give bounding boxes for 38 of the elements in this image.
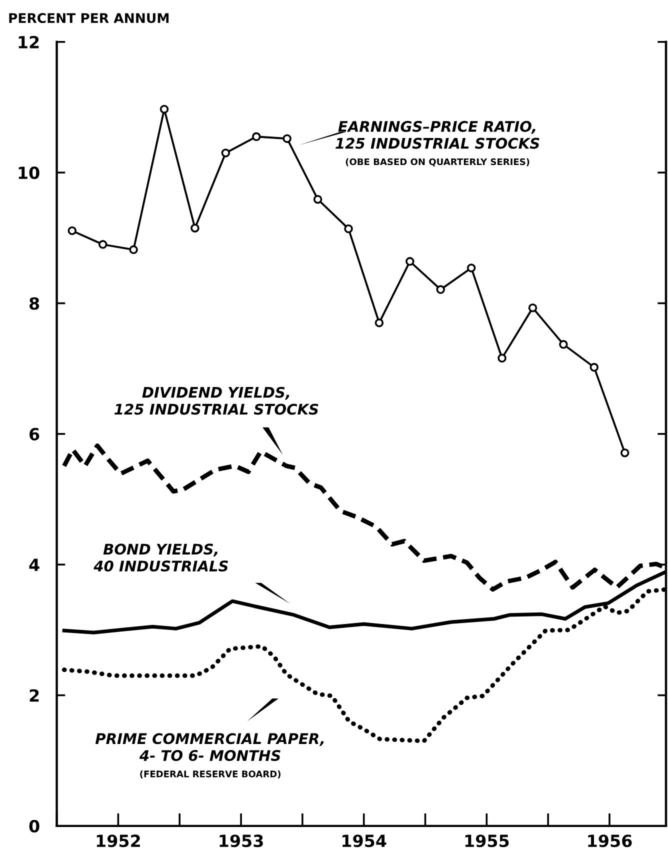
point [528, 303, 538, 312]
point [252, 132, 261, 142]
y-tick-label: 4 [29, 558, 40, 571]
y-tick-label: 10 [18, 166, 40, 180]
annotation: (OBE BASED ON QUARTERLY SERIES) [346, 158, 530, 166]
point [620, 448, 630, 458]
point [559, 340, 568, 349]
legend-label: PRIME COMMERCIAL PAPER, 4- TO 6- MONTHS [95, 733, 324, 762]
point [221, 148, 230, 158]
point [68, 226, 77, 236]
point [498, 354, 506, 362]
y-tick-label: 2 [30, 689, 39, 702]
point [98, 240, 108, 249]
point [466, 264, 476, 272]
point [160, 104, 169, 114]
y-tick-label: 6 [30, 428, 40, 440]
point [313, 194, 322, 204]
point [436, 285, 445, 294]
point [374, 318, 384, 328]
point [190, 224, 200, 232]
point [344, 224, 353, 234]
y-tick-label: 12 [18, 36, 39, 48]
point [590, 362, 599, 372]
point [282, 134, 292, 143]
y-tick-label: 0 [29, 820, 40, 832]
y-axis-title: PERCENT PER ANNUM [9, 13, 169, 24]
x-tick-label: 1955 [465, 834, 509, 848]
text: BOND YIELDS, 40 INDUSTRIALS [94, 544, 228, 572]
x-tick-label: 1952 [96, 834, 140, 848]
x-tick-label: 1954 [342, 834, 386, 848]
text: DIVIDEND YIELDS, 125 INDUSTRIAL STOCKS [114, 386, 318, 415]
annotation: (FEDERAL RESERVE BOARD) [140, 770, 280, 778]
y-tick-label: 8 [30, 297, 40, 310]
x-tick-label: 1956 [588, 834, 632, 848]
point [129, 245, 138, 254]
x-tick-label: 1953 [220, 834, 263, 848]
text: EARNINGS–PRICE RATIO, 125 INDUSTRIAL STOCKS [336, 120, 540, 149]
point [406, 257, 414, 266]
